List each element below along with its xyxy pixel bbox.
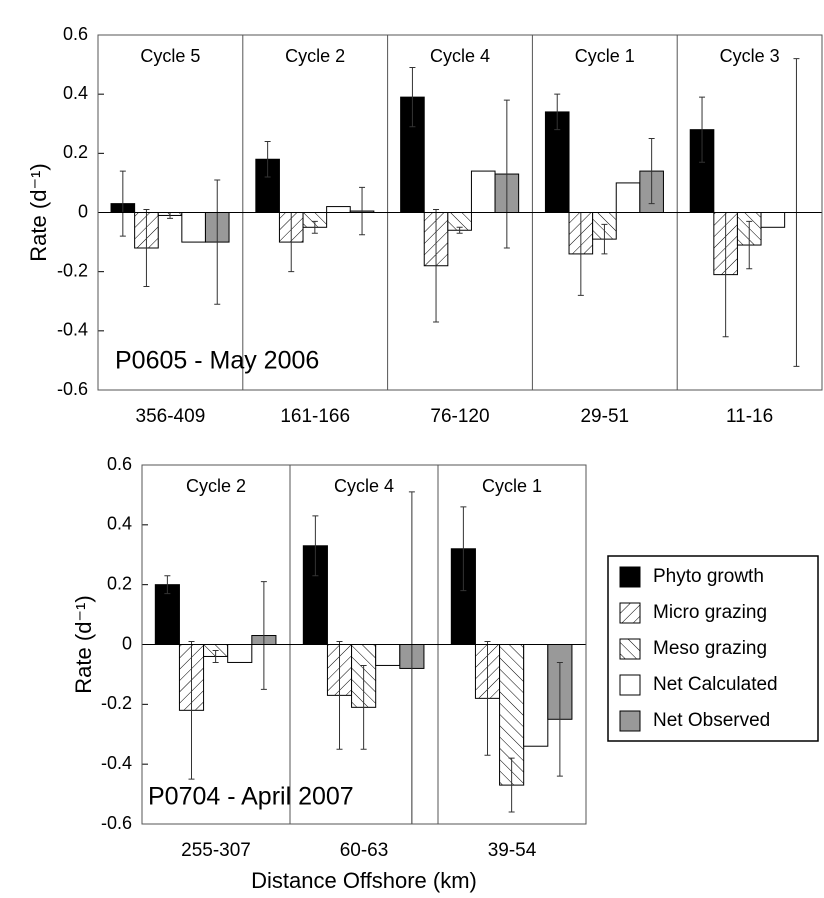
x-axis-label: Distance Offshore (km)	[251, 868, 477, 893]
bar	[154, 584, 180, 646]
error-bar	[408, 491, 415, 824]
error-bar	[264, 141, 271, 178]
panel-annotation: P0704 - April 2007	[148, 783, 354, 811]
y-tick-label: -0.2	[57, 260, 88, 280]
error-bar	[601, 223, 608, 255]
y-tick-label: -0.4	[101, 753, 132, 773]
x-tick-label: 356-409	[136, 406, 206, 427]
group-label: Cycle 2	[186, 476, 246, 496]
group-label: Cycle 1	[575, 46, 635, 66]
error-bar	[409, 67, 416, 128]
legend-label: Micro grazing	[653, 602, 767, 623]
legend-swatch	[619, 710, 641, 732]
y-tick-label: 0.2	[63, 142, 88, 162]
error-bar	[556, 661, 563, 777]
y-tick-label: 0.4	[107, 514, 132, 534]
error-bar	[503, 99, 510, 249]
legend-box	[607, 555, 819, 742]
error-bar	[460, 506, 467, 592]
legend-label: Phyto growth	[653, 566, 764, 587]
y-tick-label: -0.4	[57, 320, 88, 340]
error-bar	[260, 581, 267, 690]
y-tick-label: 0.6	[107, 454, 132, 474]
error-bar	[212, 649, 219, 663]
x-tick-label: 255-307	[181, 840, 251, 861]
legend-label: Net Observed	[653, 710, 770, 731]
error-bar	[359, 186, 366, 236]
y-tick-label: -0.2	[101, 693, 132, 713]
group-label: Cycle 5	[140, 46, 200, 66]
error-bar	[699, 96, 706, 163]
group-label: Cycle 4	[334, 476, 394, 496]
group-label: Cycle 2	[285, 46, 345, 66]
plot-area	[154, 491, 573, 824]
bar	[227, 644, 253, 663]
error-bar	[143, 209, 150, 287]
y-tick-label: 0.6	[63, 24, 88, 44]
error-bar	[214, 179, 221, 305]
error-bar	[360, 664, 367, 750]
y-tick-label: 0.2	[107, 573, 132, 593]
y-tick-label: -0.6	[57, 379, 88, 399]
plot-area	[110, 58, 800, 367]
error-bar	[311, 220, 318, 234]
error-bar	[508, 757, 515, 813]
y-axis-label: Rate (d⁻¹)	[26, 163, 51, 261]
error-bar	[188, 641, 195, 780]
y-tick-label: 0	[78, 201, 88, 221]
bar	[760, 212, 786, 228]
x-tick-label: 76-120	[430, 406, 489, 427]
error-bar	[554, 93, 561, 131]
bar	[523, 644, 549, 747]
error-bar	[746, 220, 753, 270]
error-bar	[336, 641, 343, 750]
x-tick-label: 39-54	[488, 840, 537, 861]
x-tick-label: 11-16	[726, 406, 773, 427]
group-label: Cycle 1	[482, 476, 542, 496]
bar	[615, 182, 641, 214]
bar	[181, 212, 206, 243]
y-tick-label: 0	[122, 633, 132, 653]
legend-swatch	[619, 602, 641, 624]
group-label: Cycle 4	[430, 46, 490, 66]
error-bar	[648, 138, 655, 205]
error-bar	[312, 515, 319, 577]
error-bar	[119, 170, 126, 237]
y-axis-label: Rate (d⁻¹)	[71, 595, 96, 693]
error-bar	[433, 209, 440, 323]
x-tick-label: 29-51	[580, 406, 629, 427]
plot-frame	[97, 34, 823, 391]
bar	[470, 170, 496, 213]
x-tick-label: 161-166	[280, 406, 350, 427]
panel-annotation: P0605 - May 2006	[115, 347, 319, 375]
group-label: Cycle 3	[720, 46, 780, 66]
error-bar	[484, 641, 491, 756]
legend-label: Meso grazing	[653, 638, 767, 659]
y-tick-label: -0.6	[101, 813, 132, 833]
bar	[326, 206, 351, 213]
y-tick-label: 0.4	[63, 83, 88, 103]
legend-swatch	[619, 638, 641, 660]
bar	[375, 644, 401, 666]
error-bar	[164, 575, 171, 595]
plot-frame	[141, 464, 587, 825]
legend-label: Net Calculated	[653, 674, 778, 695]
error-bar	[456, 226, 463, 234]
legend-swatch	[619, 566, 641, 588]
legend-swatch	[619, 674, 641, 696]
x-tick-label: 60-63	[340, 840, 389, 861]
